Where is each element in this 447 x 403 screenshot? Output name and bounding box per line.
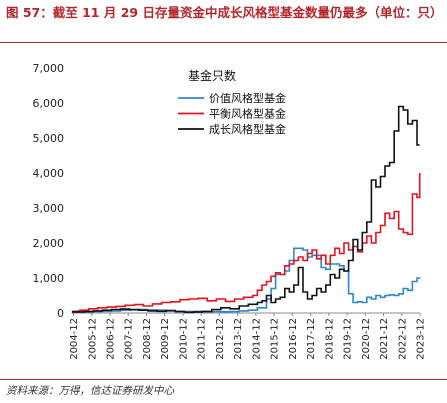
x-tick-label: 2014-12 xyxy=(251,318,262,360)
legend-title: 基金只数 xyxy=(188,68,236,83)
x-tick-label: 2016-12 xyxy=(288,318,299,360)
x-tick-label: 2006-12 xyxy=(105,318,116,360)
y-tick-label: 5,000 xyxy=(33,132,65,145)
x-tick-label: 2013-12 xyxy=(233,318,244,360)
x-tick-label: 2023-12 xyxy=(416,318,427,360)
x-tick-label: 2021-12 xyxy=(379,318,390,360)
y-ticks-group: 0 1,000 2,000 3,000 4,000 5,000 6,000 7,000 xyxy=(33,62,65,320)
source-note: 资料来源：万得，信达证券研发中心 xyxy=(6,385,174,397)
series-line xyxy=(71,105,420,314)
x-tick-label: 2007-12 xyxy=(124,318,135,360)
series-group xyxy=(71,105,421,314)
title-divider xyxy=(0,42,447,43)
source-divider xyxy=(0,379,447,380)
x-tick-label: 2010-12 xyxy=(178,318,189,360)
chart-area: 0 1,000 2,000 3,000 4,000 5,000 6,000 7,000 200… xyxy=(33,62,427,360)
legend-label: 平衡风格型基金 xyxy=(209,107,286,121)
x-tick-label: 2005-12 xyxy=(87,318,98,360)
x-tick-label: 2019-12 xyxy=(343,318,354,360)
x-tick-label: 2004-12 xyxy=(69,318,80,360)
y-tick-label: 6,000 xyxy=(33,97,65,110)
x-tick-label: 2018-12 xyxy=(324,318,335,360)
x-tick-label: 2009-12 xyxy=(160,318,171,360)
figure-title: 图 57：截至 11 月 29 日存量资金中成长风格型基金数量仍最多（单位：只） xyxy=(6,5,443,20)
x-tick-label: 2020-12 xyxy=(361,318,372,360)
x-tick-label: 2012-12 xyxy=(215,318,226,360)
x-tick-label: 2011-12 xyxy=(197,318,208,360)
y-tick-label: 4,000 xyxy=(33,167,65,180)
series-line xyxy=(71,173,421,313)
x-tick-label: 2015-12 xyxy=(270,318,281,360)
y-tick-label: 1,000 xyxy=(33,272,65,285)
legend-label: 成长风格型基金 xyxy=(209,122,286,136)
series-line xyxy=(71,247,421,314)
y-tick-label: 3,000 xyxy=(33,202,65,215)
y-tick-label: 0 xyxy=(57,307,64,320)
x-ticks-group: 2004-12 2005-12 2006-12 2007-12 2008-12 2009-… xyxy=(69,313,427,360)
x-tick-label: 2008-12 xyxy=(142,318,153,360)
y-tick-label: 7,000 xyxy=(33,62,65,75)
x-tick-label: 2022-12 xyxy=(397,318,408,360)
legend-label: 价值风格型基金 xyxy=(209,91,286,105)
y-tick-label: 2,000 xyxy=(33,237,65,250)
x-tick-label: 2017-12 xyxy=(306,318,317,360)
